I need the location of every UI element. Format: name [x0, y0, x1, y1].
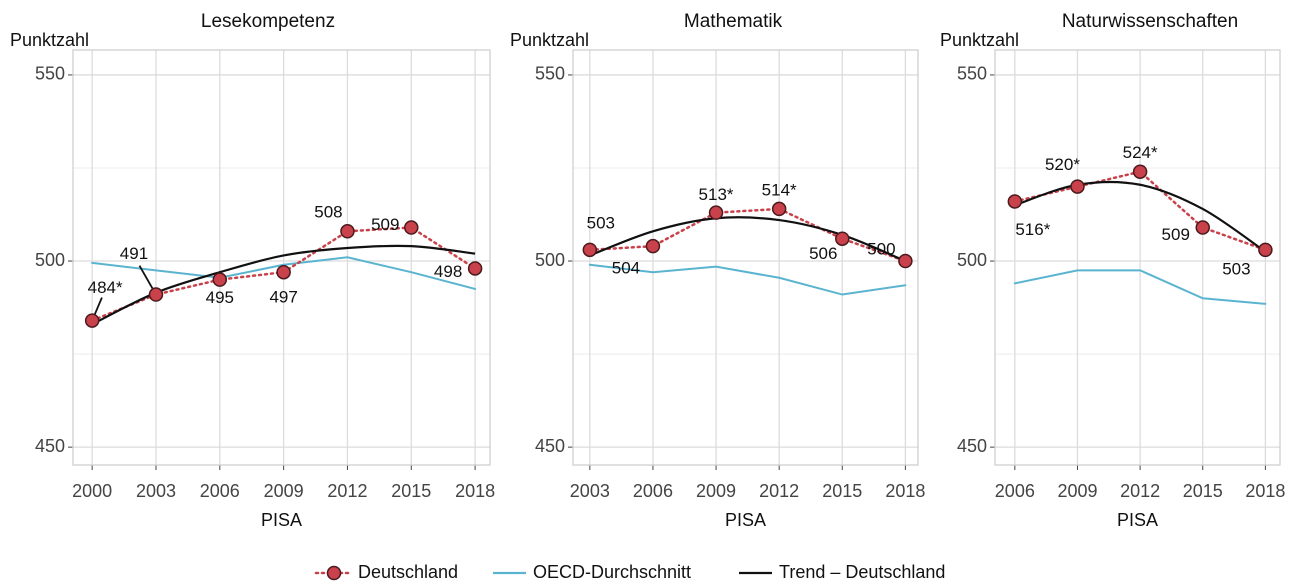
data-label: 495	[206, 288, 234, 307]
chart-title: Naturwissenschaften	[1062, 11, 1238, 32]
data-point	[1132, 164, 1148, 179]
data-label: 491	[120, 244, 148, 263]
data-label: 504	[612, 259, 640, 278]
data-label: 506	[809, 244, 837, 263]
y-axis-label: Punktzahl	[510, 30, 589, 50]
data-point	[582, 242, 598, 258]
data-label: 497	[269, 288, 297, 307]
data-point	[84, 313, 100, 328]
y-axis-label: Punktzahl	[10, 30, 89, 50]
data-point	[1007, 194, 1023, 209]
data-point	[1195, 220, 1210, 235]
data-point	[340, 224, 355, 239]
y-tick-label: 450	[957, 436, 987, 456]
oecd-line: OECD-Durchschnitt	[588, 263, 907, 296]
y-tick-label: 500	[535, 250, 565, 270]
data-label: 509	[371, 215, 399, 234]
x-tick-label: 2000	[72, 481, 112, 501]
data-label: 524*	[1123, 143, 1158, 162]
data-point	[276, 264, 291, 280]
x-tick-label: 2018	[1245, 481, 1285, 501]
y-axis-label: Punktzahl	[940, 30, 1019, 50]
data-label: 484*	[88, 278, 123, 297]
data-point	[771, 201, 787, 217]
x-tick-label: 2018	[455, 481, 495, 501]
legend-label: Trend – Deutschland	[779, 562, 945, 582]
y-tick-label: 550	[957, 64, 987, 84]
trend-line: Trend – Deutschland	[589, 216, 906, 263]
x-tick-label: 2015	[1183, 481, 1223, 501]
x-tick-label: 2012	[327, 481, 367, 501]
oecd-line	[91, 256, 477, 290]
country-line: Deutschland	[588, 207, 907, 263]
x-tick-label: 2009	[264, 481, 304, 501]
x-axis-label: PISA	[1117, 510, 1158, 530]
data-point	[645, 238, 661, 254]
legend-swatch	[326, 565, 342, 581]
y-tick-label: 500	[35, 250, 65, 270]
x-tick-label: 2003	[136, 481, 176, 501]
plot-frame	[72, 49, 491, 466]
y-tick-label: 500	[957, 250, 987, 270]
y-tick-label: 450	[35, 436, 65, 456]
y-tick-label: 550	[535, 64, 565, 84]
x-tick-label: 2006	[200, 481, 240, 501]
data-label: 509	[1162, 225, 1190, 244]
x-tick-label: 2015	[822, 481, 862, 501]
x-tick-label: 2006	[633, 481, 673, 501]
data-label: 516*	[1015, 220, 1050, 239]
data-label: 500	[867, 240, 895, 259]
chart-title: Mathematik	[684, 11, 783, 32]
data-label: 503	[587, 213, 615, 232]
x-tick-label: 2006	[995, 481, 1035, 501]
legend-label: OECD-Durchschnitt	[533, 562, 691, 582]
y-tick-label: 550	[35, 64, 65, 84]
x-tick-label: 2009	[696, 481, 736, 501]
x-axis-label: PISA	[261, 510, 302, 530]
plot-frame	[994, 49, 1281, 466]
data-point	[1258, 242, 1273, 258]
plot-frame	[572, 49, 919, 466]
x-tick-label: 2009	[1057, 481, 1097, 501]
x-tick-label: 2018	[885, 481, 925, 501]
data-point	[835, 231, 850, 246]
x-tick-label: 2003	[570, 481, 610, 501]
data-label: 514*	[762, 180, 797, 199]
x-tick-label: 2012	[759, 481, 799, 501]
data-label: 520*	[1045, 155, 1080, 174]
data-point	[148, 287, 164, 302]
trend-line: Trend – Deutschland	[1014, 180, 1267, 253]
data-point	[404, 220, 419, 235]
data-point	[212, 272, 228, 287]
data-point	[898, 253, 913, 269]
data-point	[467, 261, 483, 276]
legend-label: Deutschland	[358, 562, 458, 582]
data-point	[708, 205, 724, 220]
x-axis-label: PISA	[725, 510, 766, 530]
oecd-line: OECD-Durchschnitt	[1013, 269, 1267, 305]
data-label: 498	[434, 262, 462, 281]
data-label: 503	[1222, 259, 1250, 278]
chart-title: Lesekompetenz	[201, 11, 335, 32]
y-tick-label: 450	[535, 436, 565, 456]
data-label: 513*	[699, 185, 734, 204]
data-label: 508	[314, 203, 342, 222]
data-point	[1070, 179, 1085, 194]
x-tick-label: 2015	[391, 481, 431, 501]
x-tick-label: 2012	[1120, 481, 1160, 501]
